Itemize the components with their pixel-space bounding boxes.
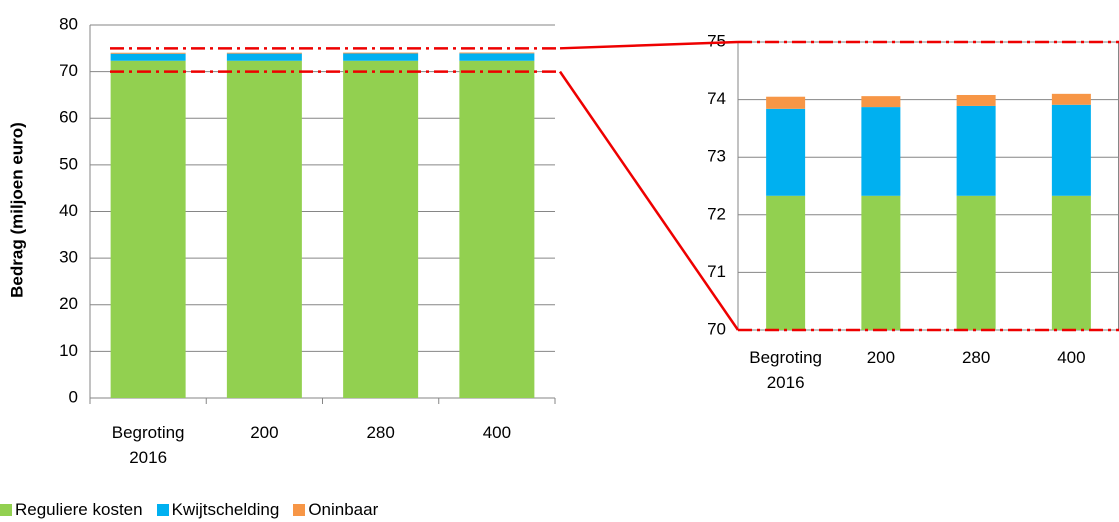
- x-tick-label: Begroting 2016: [749, 348, 823, 392]
- bar-segment: [766, 195, 806, 330]
- legend-label: Kwijtschelding: [171, 500, 280, 519]
- y-tick-label: 50: [59, 154, 78, 173]
- bar-segment: [226, 53, 302, 61]
- y-tick-label: 30: [59, 248, 78, 267]
- y-tick-label: 73: [707, 147, 726, 166]
- x-tick-label: 200: [250, 423, 279, 442]
- legend-item: Kwijtschelding: [156, 500, 280, 520]
- bar-segment: [1051, 93, 1091, 105]
- bar-segment: [110, 53, 186, 61]
- zoom-connector: [559, 40, 739, 50]
- x-tick-label: 280: [961, 348, 991, 367]
- legend-label: Reguliere kosten: [15, 500, 143, 519]
- y-tick-label: 10: [59, 341, 78, 360]
- y-tick-label: 60: [59, 108, 78, 127]
- bar-segment: [343, 60, 419, 398]
- bar-segment: [861, 107, 901, 196]
- bar-segment: [956, 105, 996, 196]
- y-tick-label: 80: [59, 14, 78, 33]
- x-tick-label: 200: [866, 348, 896, 367]
- bar-segment: [343, 52, 419, 54]
- bar-segment: [459, 60, 535, 398]
- y-tick-label: 70: [59, 61, 78, 80]
- x-tick-label: 280: [366, 423, 395, 442]
- y-axis-title: Bedrag (miljoen euro): [7, 122, 26, 298]
- bar-segment: [226, 60, 302, 398]
- legend-item: Reguliere kosten: [0, 500, 143, 520]
- bar-segment: [766, 96, 806, 109]
- legend: Reguliere kosten Kwijtschelding Oninbaar: [0, 500, 378, 520]
- legend-swatch: [0, 504, 12, 516]
- x-tick-label: 400: [482, 423, 512, 442]
- x-tick-label: 400: [1057, 348, 1086, 367]
- bar-segment: [226, 52, 302, 54]
- y-tick-label: 75: [707, 31, 726, 50]
- bar-segment: [110, 52, 186, 54]
- bar-segment: [459, 53, 535, 61]
- y-tick-label: 70: [707, 319, 726, 338]
- y-tick-label: 74: [707, 89, 726, 108]
- y-tick-label: 72: [707, 204, 726, 223]
- bar-segment: [861, 195, 901, 330]
- bar-segment: [110, 60, 186, 398]
- y-tick-label: 20: [59, 294, 78, 313]
- bar-segment: [956, 94, 996, 106]
- legend-swatch: [156, 504, 169, 516]
- bar-segment: [861, 96, 901, 108]
- legend-swatch: [293, 504, 306, 516]
- y-tick-label: 40: [59, 201, 78, 220]
- bars: [110, 52, 535, 398]
- bars: [766, 93, 1091, 330]
- bar-segment: [459, 52, 535, 54]
- bar-segment: [956, 195, 996, 330]
- bar-segment: [343, 53, 419, 61]
- legend-label: Oninbaar: [308, 500, 379, 519]
- x-tick-label: Begroting 2016: [111, 423, 185, 467]
- bar-segment: [1051, 195, 1091, 330]
- y-tick-label: 0: [69, 387, 78, 406]
- zoom-connector: [558, 70, 740, 331]
- bar-segment: [766, 108, 806, 196]
- y-tick-label: 71: [707, 262, 726, 281]
- bar-segment: [1051, 104, 1091, 196]
- legend-item: Oninbaar: [293, 500, 378, 520]
